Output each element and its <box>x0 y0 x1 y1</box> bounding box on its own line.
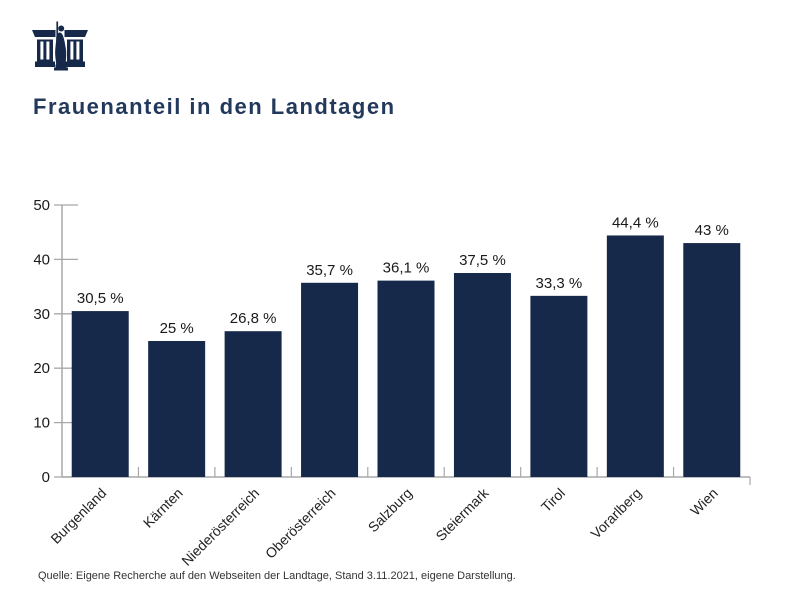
category-label-salzburg: Salzburg <box>365 485 415 535</box>
value-label-salzburg: 36,1 % <box>383 260 430 277</box>
bar-burgenland <box>71 311 129 477</box>
value-label-wien: 43 % <box>695 222 729 239</box>
value-label-ober-sterreich: 35,7 % <box>306 262 353 279</box>
parliament-building-icon-svg <box>32 21 88 71</box>
y-tick-label-30: 30 <box>33 306 50 323</box>
bar-chart-svg: 0 10 20 30 40 50 30,5 % Burgenland 25 % Kärnten 26… <box>33 197 751 569</box>
value-label-k-rnten: 25 % <box>160 320 194 337</box>
bar-salzburg <box>377 280 435 477</box>
bar-ober-sterreich <box>301 282 359 477</box>
value-label-tirol: 33,3 % <box>536 275 583 292</box>
source-note: Quelle: Eigene Recherche auf den Webseit… <box>38 570 516 582</box>
category-label-ober-sterreich: Oberösterreich <box>262 485 339 562</box>
category-label-k-rnten: Kärnten <box>140 485 186 531</box>
y-tick-label-50: 50 <box>33 197 50 214</box>
bar-vorarlberg <box>606 235 664 477</box>
category-label-steiermark: Steiermark <box>432 484 492 544</box>
bar-nieder-sterreich <box>224 331 282 477</box>
category-label-burgenland: Burgenland <box>47 485 109 547</box>
category-label-wien: Wien <box>687 485 721 519</box>
value-label-vorarlberg: 44,4 % <box>612 214 659 231</box>
parliament-building-icon <box>31 21 89 71</box>
category-label-vorarlberg: Vorarlberg <box>587 485 644 542</box>
bar-wien <box>683 243 741 477</box>
bar-steiermark <box>453 273 511 477</box>
bar-chart: 0 10 20 30 40 50 30,5 % Burgenland 25 % Kärnten 26… <box>0 190 800 590</box>
bar-k-rnten <box>148 341 206 477</box>
y-tick-label-20: 20 <box>33 360 50 377</box>
value-label-steiermark: 37,5 % <box>459 252 506 269</box>
value-label-nieder-sterreich: 26,8 % <box>230 310 277 327</box>
y-tick-label-40: 40 <box>33 251 50 268</box>
y-tick-label-10: 10 <box>33 415 50 432</box>
bar-tirol <box>530 295 588 477</box>
value-label-burgenland: 30,5 % <box>77 290 124 307</box>
page-title: Frauenanteil in den Landtagen <box>33 94 396 119</box>
category-label-tirol: Tirol <box>538 485 568 515</box>
category-label-nieder-sterreich: Niederösterreich <box>178 485 262 569</box>
y-tick-label-0: 0 <box>42 469 50 486</box>
